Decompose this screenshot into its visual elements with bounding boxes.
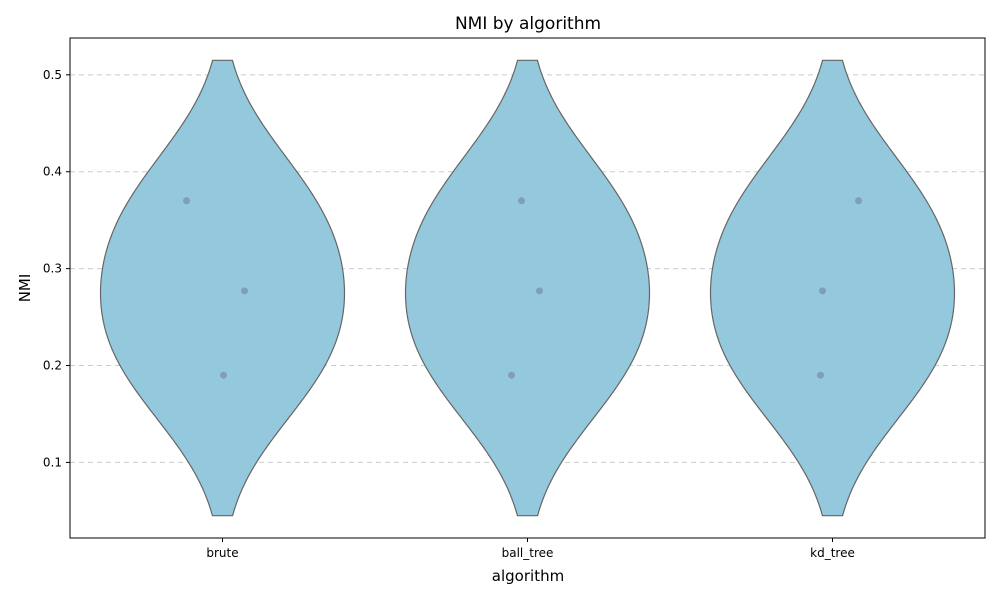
data-point	[536, 287, 543, 295]
y-tick-label: 0.3	[43, 262, 62, 276]
violin-brute	[99, 59, 346, 517]
y-tick-label: 0.2	[43, 359, 62, 373]
y-tick-label: 0.1	[43, 455, 62, 469]
data-point	[518, 197, 525, 205]
data-point	[241, 287, 248, 295]
data-point	[855, 197, 862, 205]
data-point	[508, 371, 515, 379]
violin-kd_tree	[709, 59, 956, 517]
data-point	[817, 371, 824, 379]
y-tick-label: 0.4	[43, 165, 62, 179]
data-point	[183, 197, 190, 205]
x-tick-label: kd_tree	[810, 546, 855, 560]
x-axis-ticks: brute ball_tree kd_tree	[206, 538, 855, 560]
y-tick-label: 0.5	[43, 68, 62, 82]
y-axis-label: NMI	[16, 274, 34, 303]
y-axis-ticks: 0.1 0.2 0.3 0.4 0.5	[43, 68, 70, 469]
x-tick-label: ball_tree	[502, 546, 554, 560]
data-points	[183, 197, 862, 379]
x-axis-label: algorithm	[492, 567, 564, 585]
chart-title: NMI by algorithm	[455, 14, 601, 34]
x-tick-label: brute	[206, 546, 238, 560]
data-point	[220, 371, 227, 379]
violins	[99, 59, 956, 517]
violin-ball_tree	[404, 59, 651, 517]
data-point	[819, 287, 826, 295]
